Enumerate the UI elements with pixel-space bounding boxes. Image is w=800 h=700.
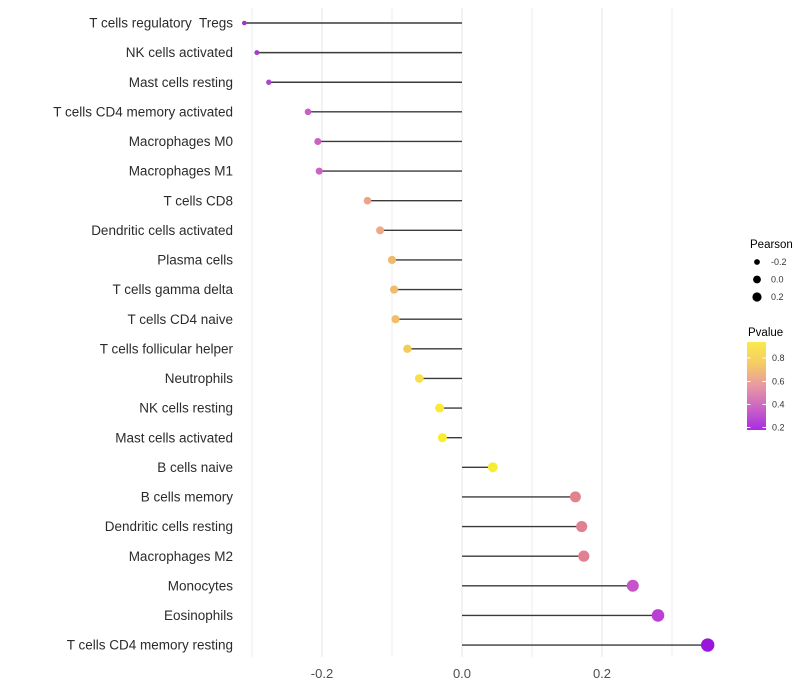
category-label: T cells CD4 memory activated — [53, 104, 233, 119]
category-label: Mast cells activated — [115, 430, 233, 445]
category-label: NK cells resting — [139, 401, 233, 416]
category-label: Macrophages M2 — [129, 549, 233, 564]
category-label: B cells memory — [141, 490, 234, 505]
lollipop-dot — [487, 462, 498, 473]
lollipop-dot — [315, 167, 323, 175]
lollipop-dot — [387, 255, 397, 265]
category-label: B cells naive — [157, 460, 233, 475]
lollipop-dot — [390, 285, 399, 294]
lollipop-dot — [651, 609, 665, 622]
category-label: Monocytes — [168, 578, 234, 593]
category-label: T cells CD4 memory resting — [67, 638, 233, 653]
legend-size-label: 0.0 — [771, 275, 784, 285]
legend-size-dot — [754, 259, 760, 265]
lollipop-dot — [376, 226, 385, 235]
lollipop-dot — [403, 344, 412, 354]
legend-size-dot — [753, 275, 761, 284]
lollipop-dot — [576, 520, 588, 533]
category-label: Macrophages M1 — [129, 164, 233, 179]
x-tick-label: 0.2 — [593, 666, 611, 681]
category-label: Neutrophils — [165, 371, 234, 386]
lollipop-dot — [701, 638, 715, 652]
legend-size-label: -0.2 — [771, 257, 787, 267]
category-label: T cells gamma delta — [112, 282, 233, 297]
category-label: Dendritic cells activated — [91, 223, 233, 238]
lollipop-dot — [435, 403, 445, 413]
legend-size-dot — [752, 292, 762, 302]
legend-pvalue-tick-label: 0.4 — [772, 400, 785, 410]
lollipop-dot — [391, 315, 400, 324]
lollipop-dot — [437, 433, 447, 443]
category-label: NK cells activated — [126, 45, 233, 60]
lollipop-dot — [314, 137, 322, 145]
category-label: Macrophages M0 — [129, 134, 233, 149]
category-label: Dendritic cells resting — [105, 519, 233, 534]
category-label: Mast cells resting — [129, 75, 233, 90]
legend-size-label: 0.2 — [771, 292, 784, 302]
legend-pvalue-title: Pvalue — [748, 327, 783, 339]
category-label: T cells follicular helper — [100, 341, 234, 356]
lollipop-dot — [578, 550, 590, 562]
category-label: T cells CD4 naive — [127, 312, 233, 327]
x-tick-label: 0.0 — [453, 666, 471, 681]
legend-pvalue-tick-label: 0.2 — [772, 423, 785, 433]
lollipop-dot — [569, 491, 581, 503]
legend-pearson-title: Pearson — [750, 239, 793, 251]
category-label: T cells regulatory Tregs — [89, 16, 233, 31]
lollipop-dot — [242, 20, 247, 26]
lollipop-dot — [414, 374, 424, 383]
category-label: Eosinophils — [164, 608, 233, 623]
lollipop-dot — [626, 579, 639, 592]
lollipop-dot — [254, 50, 260, 56]
legend-colorbar — [747, 342, 766, 430]
category-label: T cells CD8 — [163, 193, 233, 208]
lollipop-dot — [266, 79, 272, 85]
lollipop-dot — [363, 196, 372, 205]
lollipop-dot — [304, 108, 312, 116]
legend-pvalue-tick-label: 0.6 — [772, 377, 785, 387]
category-label: Plasma cells — [157, 253, 233, 268]
x-tick-label: -0.2 — [311, 666, 333, 681]
legend-pvalue-tick-label: 0.8 — [772, 353, 785, 363]
